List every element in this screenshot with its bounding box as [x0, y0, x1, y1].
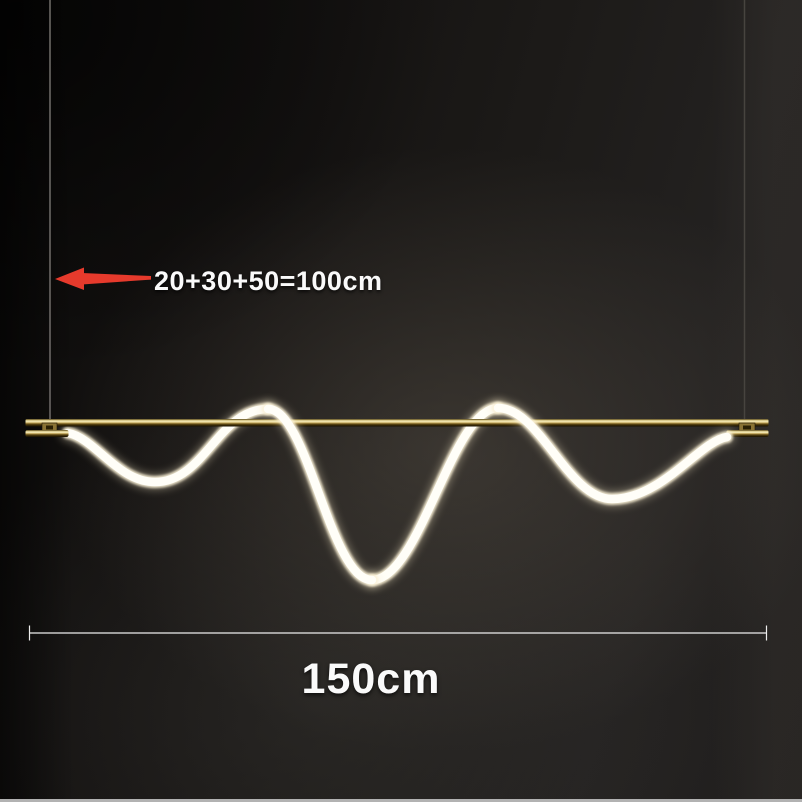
- bar-connector-right-slot: [743, 425, 751, 430]
- pendant-bar-end-right: [726, 430, 769, 437]
- floor-strip: [0, 799, 802, 802]
- pendant-bar-main: [25, 419, 769, 427]
- red-arrow-icon: [55, 267, 151, 290]
- total-width-label: 150cm: [301, 655, 441, 703]
- led-tube-behind: [59, 399, 507, 589]
- pendant-bar-end-left: [25, 430, 69, 437]
- dimension-line: [28, 625, 768, 641]
- pendant-bar: [25, 419, 769, 437]
- led-tube-front: [259, 399, 736, 589]
- bar-connector-left-slot: [46, 425, 53, 430]
- cable-drop-label: 20+30+50=100cm: [154, 266, 383, 296]
